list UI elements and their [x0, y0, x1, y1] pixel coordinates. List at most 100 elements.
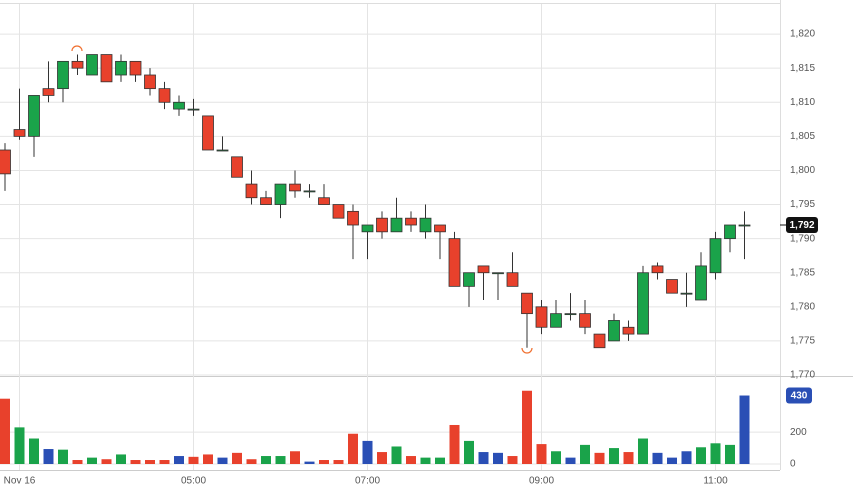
- volume-bar: [275, 456, 286, 464]
- candle-body: [86, 54, 98, 76]
- candle-body: [419, 217, 432, 233]
- volume-bar: [203, 454, 213, 464]
- candle-body: [593, 333, 606, 349]
- volume-bar: [362, 440, 373, 464]
- candle-body: [144, 74, 156, 90]
- y-tick-label: 1,775: [790, 336, 815, 347]
- candle-body: [492, 272, 504, 275]
- candle-body: [202, 115, 214, 151]
- volume-bar: [87, 457, 97, 464]
- candle-body: [651, 265, 664, 274]
- candle-body: [115, 60, 127, 76]
- candle-body: [535, 306, 548, 328]
- volume-bar: [43, 449, 54, 464]
- x-tick-label: 09:00: [529, 476, 554, 487]
- candle-body: [28, 95, 40, 137]
- volume-badge-label: 430: [791, 391, 808, 402]
- volume-bar: [58, 449, 68, 464]
- candle-body: [274, 183, 287, 205]
- volume-bar: [478, 452, 489, 464]
- volume-bar: [14, 427, 25, 464]
- volume-bar: [435, 457, 445, 464]
- candle-body: [695, 265, 707, 301]
- candle-body: [550, 313, 562, 328]
- candle-body: [332, 204, 345, 219]
- candle-body: [448, 238, 461, 287]
- candle-body: [637, 272, 649, 335]
- high-marker: [71, 45, 83, 52]
- x-tick-label: 07:00: [355, 476, 380, 487]
- volume-bar: [391, 446, 402, 464]
- volume-bar: [304, 461, 315, 464]
- y-tick-label: 1,795: [790, 199, 815, 210]
- volume-bar: [420, 457, 431, 464]
- candle-body: [666, 279, 678, 294]
- volume-bar: [551, 451, 561, 464]
- volume-bar: [652, 452, 663, 464]
- candle-body: [71, 60, 84, 69]
- candle-body: [405, 217, 417, 226]
- candle-body: [303, 190, 316, 193]
- y-tick-label: 1,815: [790, 63, 815, 74]
- candle-body: [100, 54, 113, 83]
- volume-bar: [493, 452, 503, 464]
- candle-body: [738, 224, 751, 227]
- volume-bar: [609, 448, 619, 464]
- candle-body: [216, 149, 229, 152]
- volume-bar: [130, 460, 141, 464]
- volume-bar: [536, 444, 547, 464]
- low-marker: [521, 347, 533, 354]
- candle-body: [390, 217, 403, 233]
- price-badge-label: 1,792: [789, 220, 814, 231]
- volume-bar: [116, 454, 126, 464]
- volume-tick-label: 0: [790, 459, 796, 470]
- candle-body: [318, 197, 330, 205]
- volume-bar: [594, 452, 605, 464]
- volume-bar: [72, 460, 83, 464]
- candle-body: [622, 326, 635, 335]
- volume-bar: [507, 456, 518, 464]
- x-tick-label: 05:00: [181, 476, 206, 487]
- candle-body: [579, 313, 591, 328]
- y-tick-label: 1,805: [790, 131, 815, 142]
- candle-body: [724, 224, 736, 240]
- volume-bar: [377, 452, 387, 464]
- volume-bar: [681, 451, 692, 464]
- candle-body: [57, 60, 69, 90]
- candle-body: [245, 183, 258, 199]
- volume-bar: [565, 457, 576, 464]
- volume-bar: [290, 451, 300, 464]
- volume-bar: [261, 456, 271, 464]
- y-tick-label: 1,820: [790, 29, 815, 40]
- volume-bar: [580, 444, 590, 464]
- volume-bar: [710, 443, 721, 464]
- volume-bar: [145, 460, 155, 464]
- volume-bar: [188, 456, 199, 464]
- price-badge: [786, 217, 818, 233]
- candle-body: [564, 313, 577, 316]
- volume-bar: [725, 444, 735, 464]
- volume-tick-label: 200: [790, 427, 807, 438]
- candle-body: [347, 210, 359, 226]
- candle-body: [680, 292, 693, 295]
- candle-body: [608, 320, 620, 342]
- volume-badge: [786, 387, 812, 404]
- volume-bar: [348, 433, 358, 464]
- volume-bar: [0, 398, 10, 464]
- candle-body: [361, 224, 374, 233]
- candle-body: [477, 265, 490, 274]
- volume-bar: [638, 438, 648, 464]
- candle-body: [521, 292, 533, 315]
- x-tick-label: Nov 16: [4, 476, 36, 487]
- candle-body: [187, 108, 200, 111]
- volume-bar: [232, 452, 242, 464]
- volume-bar: [623, 452, 634, 464]
- volume-bar: [464, 440, 474, 464]
- y-tick-label: 1,770: [790, 370, 815, 381]
- candle-body: [506, 272, 519, 287]
- volume-bar: [29, 438, 39, 464]
- y-tick-label: 1,785: [790, 267, 815, 278]
- volume-bar: [406, 456, 416, 464]
- candle-body: [434, 224, 446, 233]
